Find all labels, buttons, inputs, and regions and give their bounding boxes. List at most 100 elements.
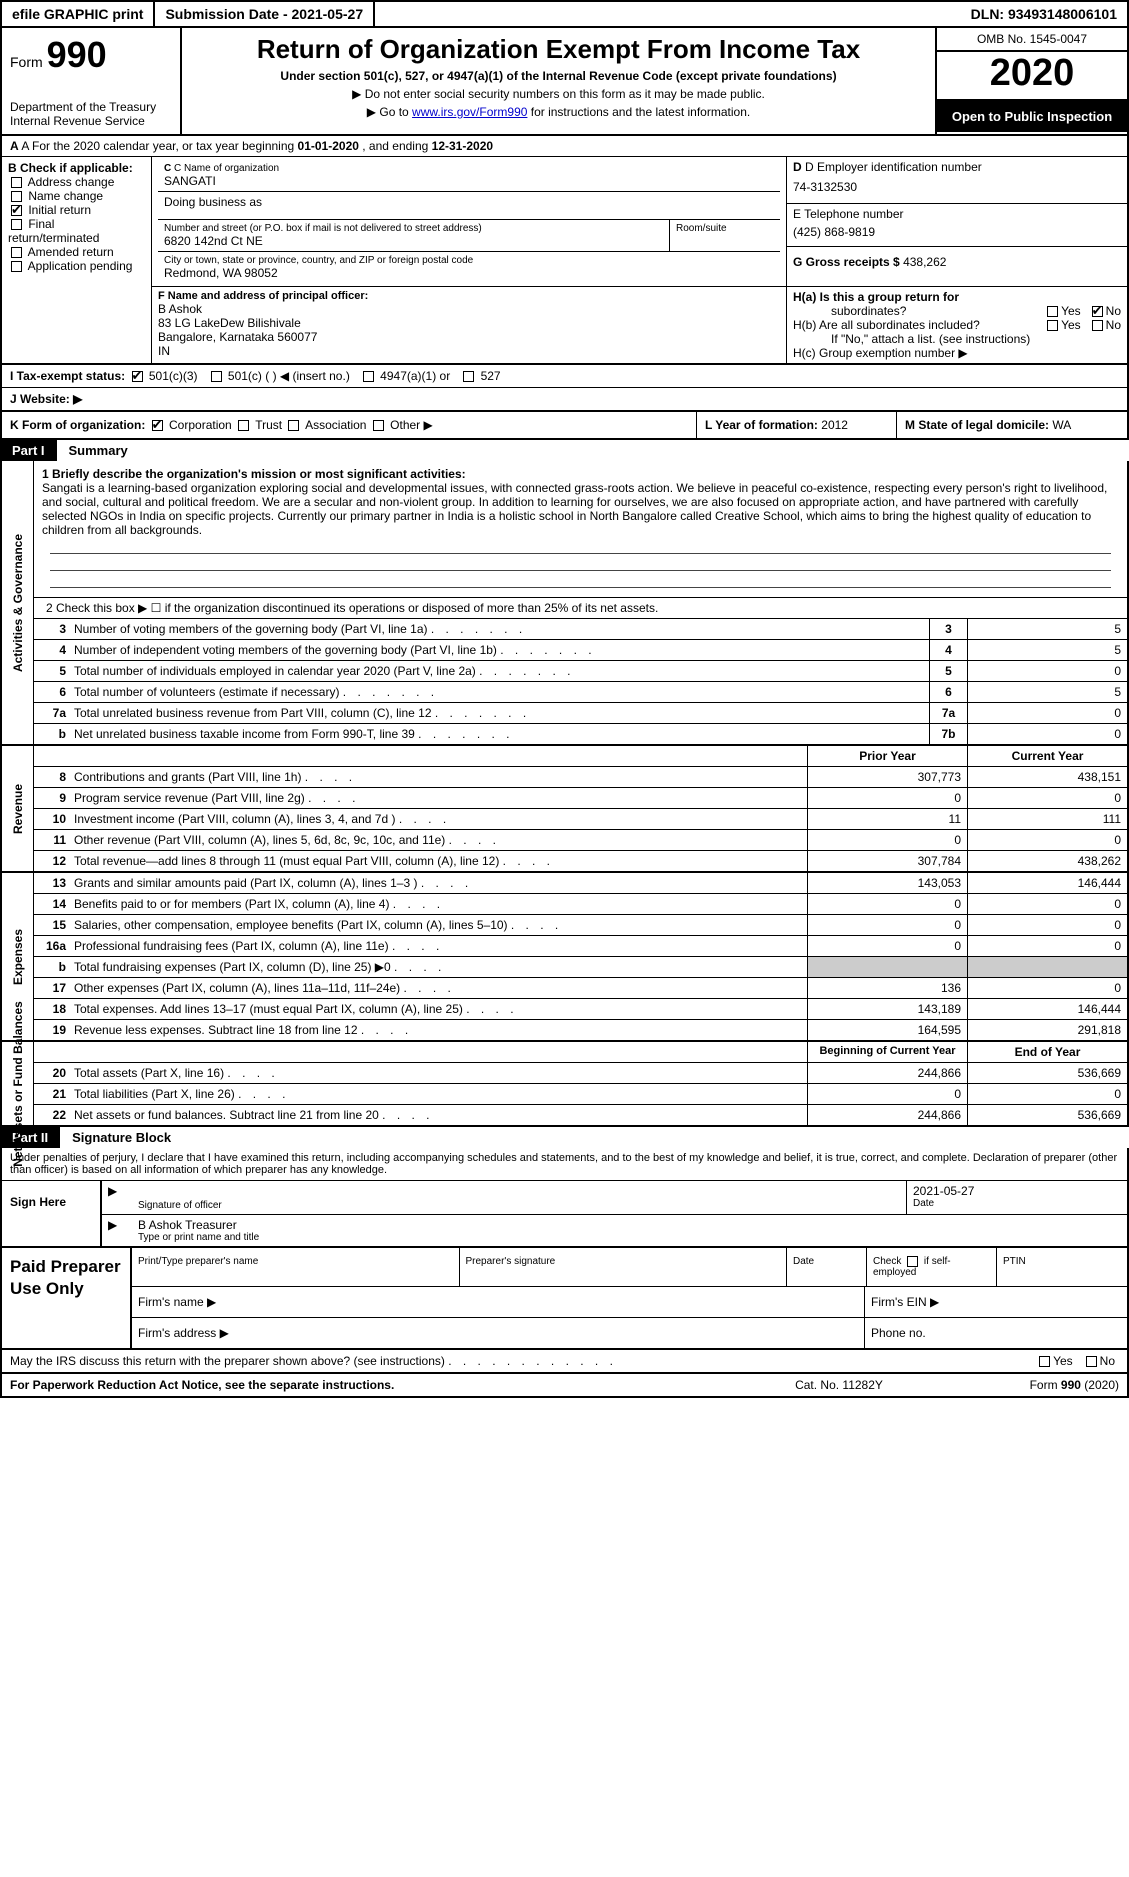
line-2: 2 Check this box ▶ ☐ if the organization… (34, 598, 1127, 618)
line-20: 20 Total assets (Part X, line 16) . . . … (34, 1063, 1127, 1084)
gov-line-5: 5 Total number of individuals employed i… (34, 661, 1127, 682)
paid-preparer: Paid Preparer Use Only Print/Type prepar… (0, 1248, 1129, 1350)
chk-pending[interactable]: Application pending (8, 259, 145, 273)
sign-here-label: Sign Here (2, 1181, 102, 1246)
gov-line-3: 3 Number of voting members of the govern… (34, 619, 1127, 640)
vlabel-gov: Activities & Governance (11, 533, 25, 671)
line-b: b Total fundraising expenses (Part IX, c… (34, 957, 1127, 978)
gov-line-7a: 7a Total unrelated business revenue from… (34, 703, 1127, 724)
opt-501c[interactable]: 501(c) ( ) ◀ (insert no.) (208, 369, 350, 383)
dba-cell: Doing business as (158, 192, 780, 220)
line-12: 12 Total revenue—add lines 8 through 11 … (34, 851, 1127, 871)
chk-final[interactable]: Final return/terminated (8, 217, 145, 245)
k-other[interactable]: Other ▶ (370, 418, 433, 432)
gov-line-7b: b Net unrelated business taxable income … (34, 724, 1127, 744)
chk-amended[interactable]: Amended return (8, 245, 145, 259)
paid-label: Paid Preparer Use Only (2, 1248, 132, 1348)
sig-date: 2021-05-27 (913, 1184, 1121, 1198)
line-17: 17 Other expenses (Part IX, column (A), … (34, 978, 1127, 999)
signature-block: Under penalties of perjury, I declare th… (0, 1148, 1129, 1248)
line-10: 10 Investment income (Part VIII, column … (34, 809, 1127, 830)
perjury-statement: Under penalties of perjury, I declare th… (2, 1148, 1127, 1181)
discuss-row: May the IRS discuss this return with the… (0, 1350, 1129, 1374)
ha-yes[interactable]: Yes (1044, 304, 1081, 318)
discuss-no[interactable]: No (1083, 1354, 1115, 1368)
form-title: Return of Organization Exempt From Incom… (188, 34, 929, 65)
header-left: Form 990 Department of the Treasury Inte… (2, 28, 182, 134)
line-16a: 16a Professional fundraising fees (Part … (34, 936, 1127, 957)
line-19: 19 Revenue less expenses. Subtract line … (34, 1020, 1127, 1040)
line-18: 18 Total expenses. Add lines 13–17 (must… (34, 999, 1127, 1020)
row-klm: K Form of organization: Corporation Trus… (0, 412, 1129, 440)
chk-name[interactable]: Name change (8, 189, 145, 203)
b-header: B Check if applicable: (8, 161, 133, 175)
hdr-current-year: Current Year (967, 746, 1127, 766)
self-employed-chk[interactable] (907, 1256, 918, 1267)
ein-cell: D D Employer identification number 74-31… (787, 157, 1127, 204)
gross-receipts: G Gross receipts $ 438,262 (787, 247, 1127, 272)
opt-527[interactable]: 527 (460, 369, 500, 383)
chk-address[interactable]: Address change (8, 175, 145, 189)
department: Department of the Treasury Internal Reve… (10, 100, 172, 128)
tax-year: 2020 (937, 52, 1127, 101)
vlabel-net: Net Assets or Fund Balances (11, 1001, 25, 1167)
hdr-end: End of Year (967, 1042, 1127, 1062)
line-15: 15 Salaries, other compensation, employe… (34, 915, 1127, 936)
org-name: SANGATI (164, 174, 774, 188)
gov-line-6: 6 Total number of volunteers (estimate i… (34, 682, 1127, 703)
sect-net-assets: Net Assets or Fund Balances Beginning of… (0, 1042, 1129, 1127)
street-address: 6820 142nd Ct NE (164, 234, 663, 248)
mission-text: Sangati is a learning-based organization… (42, 481, 1107, 537)
officer-address: B Ashok 83 LG LakeDew Bilishivale Bangal… (158, 302, 780, 358)
line-22: 22 Net assets or fund balances. Subtract… (34, 1105, 1127, 1125)
header-mid: Return of Organization Exempt From Incom… (182, 28, 937, 134)
h-b-note: If "No," attach a list. (see instruction… (793, 332, 1121, 346)
phone-cell: E Telephone number (425) 868-9819 (787, 204, 1127, 247)
hdr-beginning: Beginning of Current Year (807, 1042, 967, 1062)
line-8: 8 Contributions and grants (Part VIII, l… (34, 767, 1127, 788)
row-i: I Tax-exempt status: 501(c)(3) 501(c) ( … (0, 365, 1129, 388)
k-trust[interactable]: Trust (235, 418, 282, 432)
row-a: A A For the 2020 calendar year, or tax y… (0, 136, 1129, 157)
submission-date: Submission Date - 2021-05-27 (155, 2, 375, 26)
efile-label: efile GRAPHIC print (2, 2, 155, 26)
part-i-header: Part I Summary (0, 440, 1129, 461)
line-13: 13 Grants and similar amounts paid (Part… (34, 873, 1127, 894)
sect-expenses: Expenses 13 Grants and similar amounts p… (0, 873, 1129, 1042)
city-state-zip: Redmond, WA 98052 (164, 266, 774, 280)
ha-no[interactable]: No (1089, 304, 1121, 318)
omb-number: OMB No. 1545-0047 (937, 28, 1127, 52)
sect-governance: Activities & Governance 1 Briefly descri… (0, 461, 1129, 746)
form-header: Form 990 Department of the Treasury Inte… (0, 28, 1129, 136)
h-a: H(a) Is this a group return for (793, 290, 1121, 304)
hb-no[interactable]: No (1089, 318, 1121, 332)
chk-initial[interactable]: Initial return (8, 203, 145, 217)
discuss-yes[interactable]: Yes (1036, 1354, 1073, 1368)
line-21: 21 Total liabilities (Part X, line 26) .… (34, 1084, 1127, 1105)
phone-value: (425) 868-9819 (793, 221, 1121, 243)
open-inspection: Open to Public Inspection (937, 101, 1127, 132)
irs-link[interactable]: www.irs.gov/Form990 (412, 105, 527, 119)
opt-4947[interactable]: 4947(a)(1) or (360, 369, 450, 383)
gov-line-4: 4 Number of independent voting members o… (34, 640, 1127, 661)
vlabel-exp: Expenses (11, 928, 25, 984)
form-subtitle: Under section 501(c), 527, or 4947(a)(1)… (188, 69, 929, 83)
mission-block: 1 Briefly describe the organization's mi… (34, 461, 1127, 598)
k-assoc[interactable]: Association (285, 418, 366, 432)
part-ii-header: Part II Signature Block (0, 1127, 1129, 1148)
h-b: H(b) Are all subordinates included? (793, 318, 1044, 332)
k-corp[interactable]: Corporation (149, 418, 232, 432)
line-9: 9 Program service revenue (Part VIII, li… (34, 788, 1127, 809)
sect-revenue: Revenue Prior Year Current Year 8 Contri… (0, 746, 1129, 873)
opt-501c3[interactable]: 501(c)(3) (129, 369, 198, 383)
header-right: OMB No. 1545-0047 2020 Open to Public In… (937, 28, 1127, 134)
dln: DLN: 93493148006101 (961, 2, 1127, 26)
room-suite: Room/suite (670, 220, 780, 251)
h-c: H(c) Group exemption number ▶ (793, 346, 1121, 360)
org-name-cell: C C Name of organization SANGATI (158, 160, 780, 192)
line-14: 14 Benefits paid to or for members (Part… (34, 894, 1127, 915)
hb-yes[interactable]: Yes (1044, 318, 1081, 332)
page-footer: For Paperwork Reduction Act Notice, see … (0, 1374, 1129, 1398)
vlabel-rev: Revenue (11, 783, 25, 833)
col-b: B Check if applicable: Address change Na… (2, 157, 152, 363)
